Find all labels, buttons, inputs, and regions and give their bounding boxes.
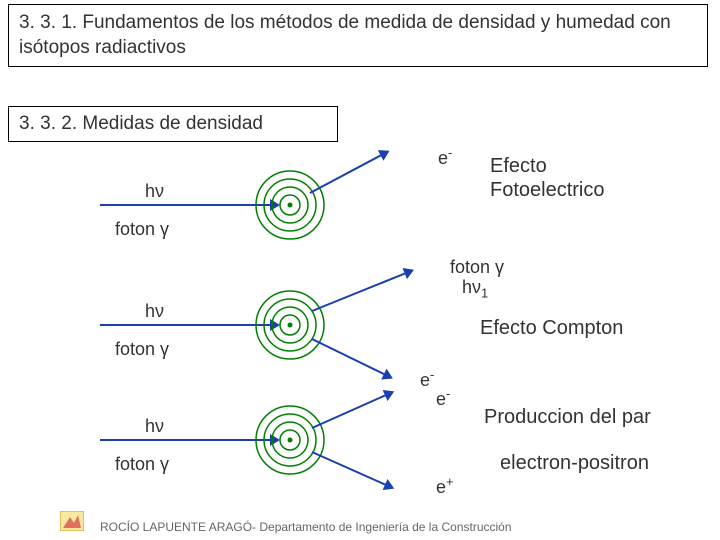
footer-text: ROCÍO LAPUENTE ARAGÓ- Departamento de In… xyxy=(100,520,512,534)
hv1-label: hν1 xyxy=(462,277,488,301)
electron-minus-label: e- xyxy=(438,145,452,169)
effect-compton: Efecto Compton xyxy=(480,317,623,340)
physics-diagram: hν foton γ e- EfectoFotoelectrico hν foton … xyxy=(0,150,720,510)
effect-pair-1: Produccion del par xyxy=(484,406,651,429)
electron-minus-label: e- xyxy=(436,386,450,410)
hv-label: hν xyxy=(145,301,164,322)
foton-gamma-label: foton γ xyxy=(115,454,169,475)
atom-icon xyxy=(252,287,328,368)
effect-pair-2: electron-positron xyxy=(500,452,649,475)
hv-label: hν xyxy=(145,416,164,437)
positron-label: e+ xyxy=(436,474,454,498)
hv-label: hν xyxy=(145,181,164,202)
effect-photoelectric-2: Fotoelectrico xyxy=(490,179,605,202)
footer-logo-icon xyxy=(60,511,84,536)
section-heading-2: 3. 3. 2. Medidas de densidad xyxy=(8,106,338,142)
foton-gamma-out-label: foton γ xyxy=(450,257,504,278)
electron-minus-label: e- xyxy=(420,367,434,391)
atom-icon xyxy=(252,402,328,483)
foton-gamma-label: foton γ xyxy=(115,339,169,360)
effect-photoelectric-1: Efecto xyxy=(490,155,547,178)
section-heading-1: 3. 3. 1. Fundamentos de los métodos de m… xyxy=(8,4,708,67)
atom-icon xyxy=(252,167,328,248)
foton-gamma-label: foton γ xyxy=(115,219,169,240)
